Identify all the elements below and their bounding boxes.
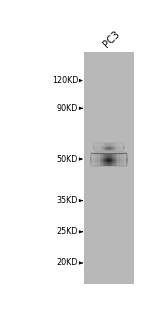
Bar	[117, 154, 118, 165]
Bar	[113, 143, 114, 150]
Text: 20KD: 20KD	[57, 259, 78, 267]
Bar	[119, 143, 120, 150]
Bar	[111, 154, 112, 165]
Bar	[99, 143, 100, 150]
Bar	[100, 154, 101, 165]
Bar	[113, 154, 114, 165]
Bar	[96, 154, 97, 165]
Bar	[108, 143, 109, 150]
Bar	[95, 143, 96, 150]
Bar	[112, 154, 113, 165]
Bar	[119, 143, 120, 150]
Bar	[124, 154, 125, 165]
Bar	[91, 154, 92, 165]
Bar	[108, 154, 109, 165]
Bar	[106, 143, 107, 150]
Text: 90KD: 90KD	[57, 104, 78, 113]
Bar	[91, 161, 126, 162]
Bar	[98, 154, 99, 165]
Text: 25KD: 25KD	[57, 227, 78, 236]
Bar	[120, 154, 121, 165]
Bar	[107, 143, 108, 150]
Bar	[106, 143, 107, 150]
Bar	[91, 154, 126, 155]
Bar	[111, 143, 112, 150]
Bar	[91, 163, 126, 164]
Bar	[91, 154, 92, 165]
Bar	[107, 154, 108, 165]
Bar	[121, 154, 122, 165]
Bar	[92, 154, 93, 165]
Bar	[100, 154, 101, 165]
Bar	[91, 161, 126, 162]
Bar	[115, 143, 116, 150]
Bar	[96, 143, 97, 150]
Bar	[114, 154, 115, 165]
Bar	[91, 164, 126, 165]
Bar	[91, 155, 126, 156]
Text: 120KD: 120KD	[52, 76, 78, 85]
Bar	[117, 143, 118, 150]
Bar	[110, 154, 111, 165]
Bar	[93, 154, 94, 165]
Bar	[109, 154, 110, 165]
Bar	[119, 154, 120, 165]
Bar	[94, 154, 95, 165]
Bar	[123, 154, 124, 165]
Bar	[91, 158, 126, 159]
Bar	[98, 154, 99, 165]
Bar	[103, 143, 104, 150]
Bar	[97, 154, 98, 165]
Bar	[95, 154, 96, 165]
Bar	[112, 143, 113, 150]
Bar	[91, 157, 126, 158]
Bar	[99, 143, 100, 150]
Bar	[91, 160, 126, 161]
Bar	[105, 154, 106, 165]
Bar	[104, 154, 105, 165]
Bar	[112, 154, 113, 165]
Bar	[104, 143, 105, 150]
Bar	[101, 143, 102, 150]
Bar	[110, 154, 111, 165]
Bar	[114, 143, 115, 150]
Bar	[91, 156, 126, 157]
Text: 50KD: 50KD	[57, 155, 78, 164]
Bar	[116, 143, 117, 150]
Bar	[97, 143, 98, 150]
Bar	[118, 143, 119, 150]
Text: PC3: PC3	[101, 29, 122, 49]
Text: 35KD: 35KD	[57, 196, 78, 205]
Bar	[91, 162, 126, 163]
Bar	[121, 143, 122, 150]
Bar	[102, 154, 103, 165]
Bar	[91, 155, 126, 156]
Bar	[84, 52, 133, 283]
Bar	[98, 143, 99, 150]
Bar	[125, 154, 126, 165]
Bar	[122, 154, 123, 165]
Bar	[94, 143, 95, 150]
Bar	[91, 159, 126, 160]
Bar	[110, 143, 111, 150]
Bar	[100, 143, 101, 150]
Bar	[105, 143, 106, 150]
Bar	[106, 154, 107, 165]
Bar	[99, 154, 100, 165]
Bar	[116, 143, 117, 150]
Bar	[105, 154, 106, 165]
Bar	[95, 143, 96, 150]
Bar	[101, 154, 102, 165]
Bar	[115, 154, 116, 165]
Bar	[120, 143, 121, 150]
Bar	[116, 154, 117, 165]
Bar	[91, 157, 126, 158]
Bar	[102, 143, 103, 150]
Bar	[118, 154, 119, 165]
Bar	[91, 163, 126, 164]
Bar	[103, 154, 104, 165]
Bar	[91, 159, 126, 160]
Bar	[122, 143, 123, 150]
Bar	[93, 154, 94, 165]
